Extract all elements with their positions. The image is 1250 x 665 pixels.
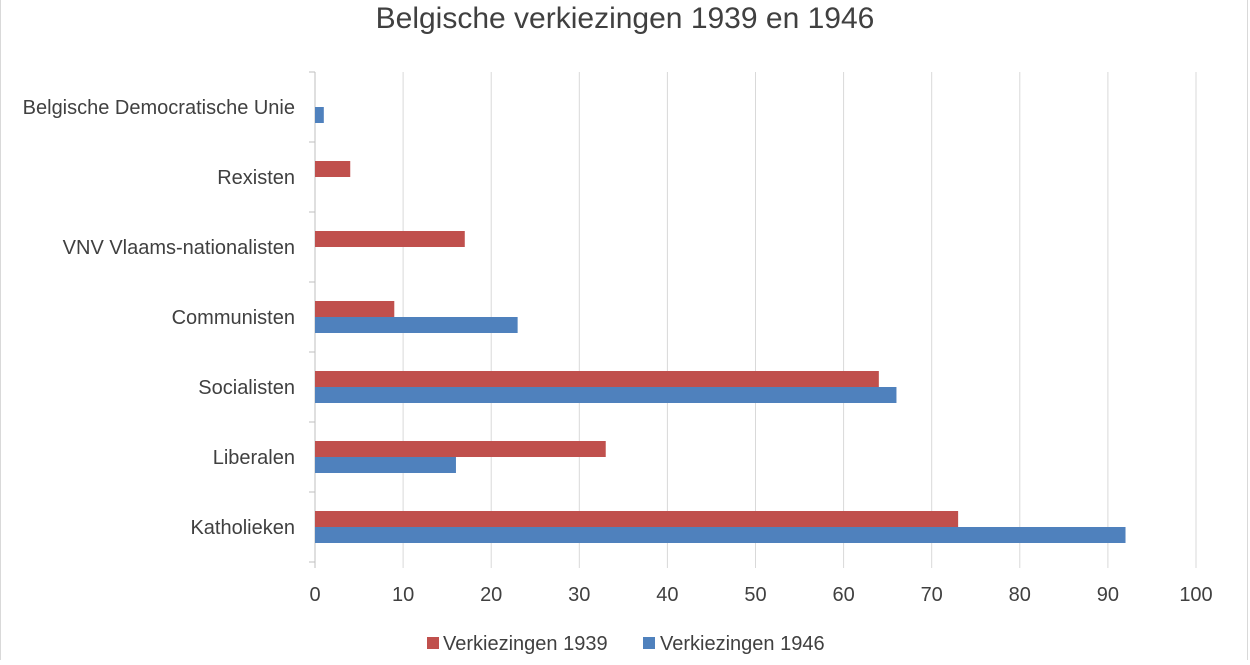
x-tick-label: 50 xyxy=(744,584,766,606)
bar-1946 xyxy=(315,457,456,473)
chart-frame-right xyxy=(1247,0,1248,660)
gridlines xyxy=(309,71,1197,568)
bar-1946 xyxy=(315,107,324,123)
bar-1939 xyxy=(315,371,879,387)
category-label: Socialisten xyxy=(198,377,295,399)
bar-1946 xyxy=(315,527,1126,543)
x-tick-label: 90 xyxy=(1097,584,1119,606)
x-tick-label: 20 xyxy=(480,584,502,606)
x-tick-label: 100 xyxy=(1179,584,1212,606)
legend-label: Verkiezingen 1946 xyxy=(660,633,825,655)
x-tick-label: 0 xyxy=(309,584,320,606)
category-label: Communisten xyxy=(172,307,295,329)
x-tick-label: 10 xyxy=(392,584,414,606)
legend-swatch xyxy=(427,637,439,649)
chart-frame-left xyxy=(0,0,1,660)
bar-1939 xyxy=(315,511,959,527)
legend-swatch xyxy=(643,637,655,649)
bar-1939 xyxy=(315,301,395,317)
chart-title: Belgische verkiezingen 1939 en 1946 xyxy=(376,2,875,35)
category-label: Liberalen xyxy=(213,447,295,469)
bar-1939 xyxy=(315,441,606,457)
x-tick-label: 70 xyxy=(921,584,943,606)
category-label: VNV Vlaams-nationalisten xyxy=(63,237,295,259)
x-tick-labels: 0 10 20 30 40 50 60 70 80 90 100 xyxy=(309,584,1212,606)
legend-label: Verkiezingen 1939 xyxy=(443,633,608,655)
x-tick-label: 60 xyxy=(832,584,854,606)
bar-1946 xyxy=(315,387,897,403)
category-label: Katholieken xyxy=(190,517,295,539)
category-label: Belgische Democratische Unie xyxy=(23,97,295,119)
x-tick-label: 30 xyxy=(568,584,590,606)
bar-1939 xyxy=(315,161,351,177)
x-tick-label: 40 xyxy=(656,584,678,606)
category-labels: Belgische Democratische Unie Rexisten VNV … xyxy=(23,97,295,539)
bar-1939 xyxy=(315,231,465,247)
x-tick-label: 80 xyxy=(1009,584,1031,606)
category-label: Rexisten xyxy=(217,167,295,189)
bars xyxy=(315,107,1126,543)
legend: Verkiezingen 1939 Verkiezingen 1946 xyxy=(427,633,825,655)
bar-1946 xyxy=(315,317,518,333)
